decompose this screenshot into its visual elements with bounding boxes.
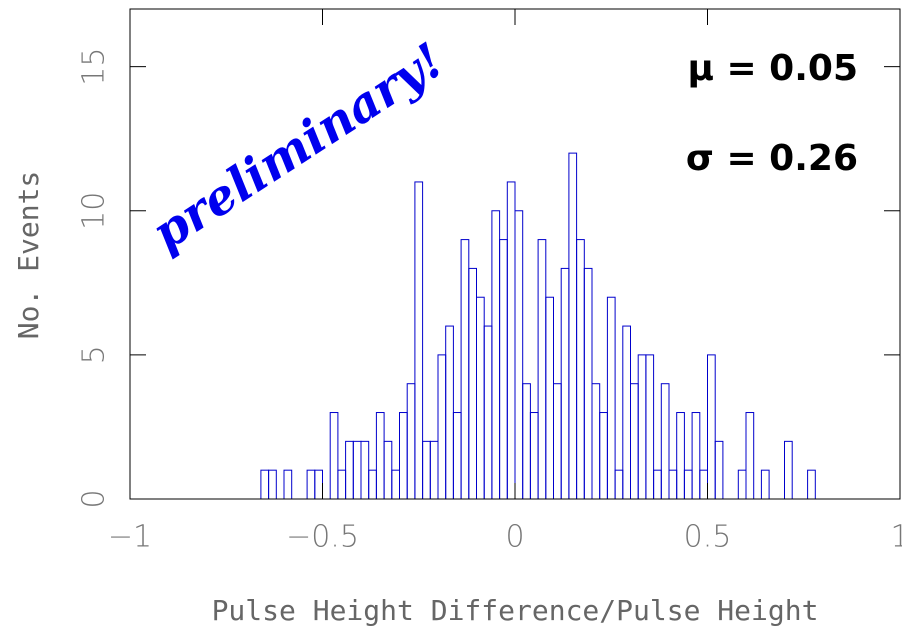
bar <box>560 267 570 500</box>
bar <box>622 325 631 500</box>
annotation: μ = 0.05 <box>687 48 858 89</box>
bar <box>429 440 439 500</box>
bar <box>414 181 424 500</box>
x-tick-label: −0.5 <box>286 520 359 555</box>
y-axis-label: No. Events <box>12 171 45 340</box>
x-axis-label: Pulse Height Difference/Pulse Height <box>212 594 819 627</box>
bar <box>491 210 501 500</box>
bar <box>406 383 416 500</box>
bar <box>437 354 447 500</box>
bar <box>460 239 470 500</box>
bar <box>352 440 362 500</box>
bar <box>699 469 708 500</box>
bar <box>676 412 685 500</box>
bar <box>522 383 531 500</box>
bar <box>576 239 585 500</box>
bar <box>583 267 593 500</box>
bar <box>683 469 693 500</box>
bar <box>368 469 377 500</box>
bar <box>506 181 516 500</box>
bar <box>637 354 647 500</box>
y-tick-label: 15 <box>77 48 112 86</box>
bar <box>514 210 524 500</box>
x-tick-label: −1 <box>108 520 152 555</box>
bar <box>630 383 639 500</box>
bar <box>591 383 601 500</box>
x-tick-label: 0.5 <box>684 520 732 555</box>
bar <box>784 440 793 500</box>
x-tick-label: 0 <box>505 520 524 555</box>
x-tick-label: 1 <box>890 520 902 555</box>
bar <box>537 239 547 500</box>
bar <box>476 296 485 500</box>
bar <box>260 469 270 500</box>
bar <box>807 469 816 500</box>
bar <box>391 469 400 500</box>
bar <box>668 469 678 500</box>
bar <box>445 325 454 500</box>
bar <box>760 469 770 500</box>
y-tick-label: 0 <box>77 489 112 508</box>
bar <box>660 383 670 500</box>
bar <box>653 469 662 500</box>
bar <box>529 412 539 500</box>
bar <box>268 469 277 500</box>
bar <box>568 152 578 500</box>
bar <box>383 440 393 500</box>
bar <box>283 469 293 500</box>
annotation: preliminary! <box>142 32 454 261</box>
bar <box>606 296 616 500</box>
bar <box>714 440 724 500</box>
bar <box>345 440 354 500</box>
bar <box>314 469 323 500</box>
bar <box>399 412 408 500</box>
bar <box>337 469 347 500</box>
bar <box>691 412 701 500</box>
bar <box>599 412 608 500</box>
bar <box>306 469 316 500</box>
bar <box>452 412 462 500</box>
bar <box>422 440 431 500</box>
bar <box>645 354 655 500</box>
annotation: σ = 0.26 <box>686 138 858 179</box>
bar <box>614 469 624 500</box>
bar <box>737 469 747 500</box>
bar <box>553 383 562 500</box>
bar <box>745 412 755 500</box>
bar <box>375 412 385 500</box>
bar <box>483 325 493 500</box>
bar <box>499 239 508 500</box>
bar <box>360 440 370 500</box>
bar <box>707 354 716 500</box>
y-tick-label: 10 <box>77 192 112 230</box>
y-tick-label: 5 <box>77 345 112 364</box>
bar <box>545 296 554 500</box>
bar <box>329 412 339 500</box>
bar <box>468 267 477 500</box>
